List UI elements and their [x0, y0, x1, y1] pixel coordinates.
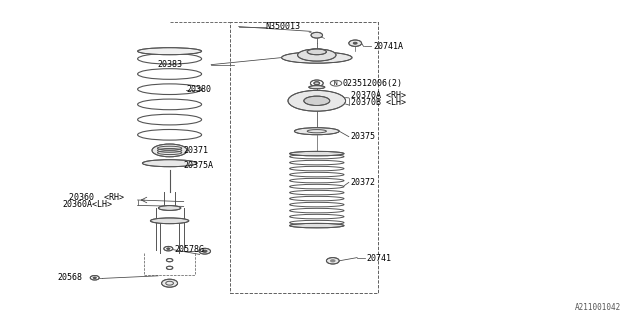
Ellipse shape — [309, 85, 325, 89]
Ellipse shape — [166, 248, 170, 250]
Ellipse shape — [288, 90, 346, 111]
Text: 20741: 20741 — [367, 254, 392, 263]
Ellipse shape — [330, 260, 335, 262]
Ellipse shape — [143, 160, 197, 167]
Text: 023512006(2): 023512006(2) — [342, 79, 403, 88]
Ellipse shape — [290, 223, 344, 228]
Ellipse shape — [290, 151, 344, 156]
Ellipse shape — [90, 276, 99, 280]
Ellipse shape — [159, 205, 181, 211]
Text: 20370B <LH>: 20370B <LH> — [351, 98, 406, 107]
Ellipse shape — [164, 246, 173, 251]
Ellipse shape — [138, 48, 202, 55]
Text: 20380: 20380 — [187, 85, 212, 94]
Ellipse shape — [166, 259, 173, 262]
Text: 20375: 20375 — [351, 132, 376, 141]
Ellipse shape — [304, 96, 330, 106]
Text: N350013: N350013 — [266, 22, 301, 31]
Ellipse shape — [298, 49, 336, 61]
Ellipse shape — [310, 80, 323, 86]
Text: 20568: 20568 — [58, 273, 83, 282]
Text: 20360A<LH>: 20360A<LH> — [63, 200, 113, 209]
Text: 20578G: 20578G — [174, 245, 204, 254]
Ellipse shape — [326, 258, 339, 264]
Ellipse shape — [93, 277, 96, 278]
Ellipse shape — [162, 279, 178, 287]
Ellipse shape — [353, 42, 357, 44]
Text: 20370A <RH>: 20370A <RH> — [351, 92, 406, 100]
Ellipse shape — [166, 266, 173, 269]
Text: A211001042: A211001042 — [575, 303, 621, 312]
Text: 20360  <RH>: 20360 <RH> — [69, 193, 124, 202]
Text: 20375A: 20375A — [184, 161, 214, 170]
Ellipse shape — [202, 250, 207, 252]
Ellipse shape — [294, 128, 339, 135]
Ellipse shape — [150, 218, 189, 224]
Text: 20383: 20383 — [157, 60, 182, 69]
Ellipse shape — [199, 248, 211, 254]
Text: 20371: 20371 — [184, 146, 209, 155]
Ellipse shape — [307, 49, 326, 55]
Ellipse shape — [314, 82, 320, 84]
Text: 20741A: 20741A — [373, 42, 403, 51]
Text: N: N — [334, 81, 338, 86]
Ellipse shape — [311, 32, 323, 38]
Ellipse shape — [152, 144, 188, 157]
Ellipse shape — [282, 52, 352, 63]
Text: 20372: 20372 — [351, 178, 376, 187]
Ellipse shape — [349, 40, 362, 46]
